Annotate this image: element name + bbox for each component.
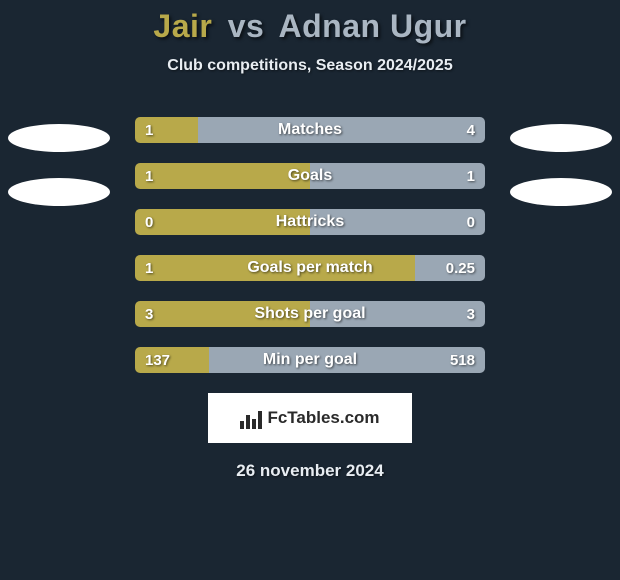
stat-value-right: 518 — [440, 347, 485, 373]
stat-value-left: 137 — [135, 347, 180, 373]
source-text: FcTables.com — [267, 408, 379, 428]
comparison-title: Jair vs Adnan Ugur — [0, 0, 620, 45]
stat-value-right: 4 — [457, 117, 485, 143]
stat-value-right: 3 — [457, 301, 485, 327]
stat-row: 11Goals — [135, 163, 485, 189]
player2-name: Adnan Ugur — [279, 8, 467, 44]
stat-row: 00Hattricks — [135, 209, 485, 235]
stat-value-left: 0 — [135, 209, 163, 235]
bar-left-segment — [135, 255, 415, 281]
stat-row: 10.25Goals per match — [135, 255, 485, 281]
stat-row: 33Shots per goal — [135, 301, 485, 327]
stat-value-right: 1 — [457, 163, 485, 189]
bar-right-segment — [198, 117, 485, 143]
stat-value-right: 0.25 — [436, 255, 485, 281]
chart-icon — [240, 407, 262, 429]
stat-row: 137518Min per goal — [135, 347, 485, 373]
stat-value-left: 3 — [135, 301, 163, 327]
stat-value-left: 1 — [135, 255, 163, 281]
date-text: 26 november 2024 — [0, 461, 620, 481]
decorative-ellipse — [8, 178, 110, 206]
stat-value-left: 1 — [135, 163, 163, 189]
bars-area: 14Matches11Goals00Hattricks10.25Goals pe… — [0, 117, 620, 373]
player1-name: Jair — [153, 8, 212, 44]
stat-value-right: 0 — [457, 209, 485, 235]
subtitle: Club competitions, Season 2024/2025 — [0, 57, 620, 75]
stat-row: 14Matches — [135, 117, 485, 143]
vs-text: vs — [228, 8, 265, 44]
decorative-ellipse — [8, 124, 110, 152]
stat-value-left: 1 — [135, 117, 163, 143]
decorative-ellipse — [510, 178, 612, 206]
source-badge: FcTables.com — [208, 393, 412, 443]
decorative-ellipse — [510, 124, 612, 152]
